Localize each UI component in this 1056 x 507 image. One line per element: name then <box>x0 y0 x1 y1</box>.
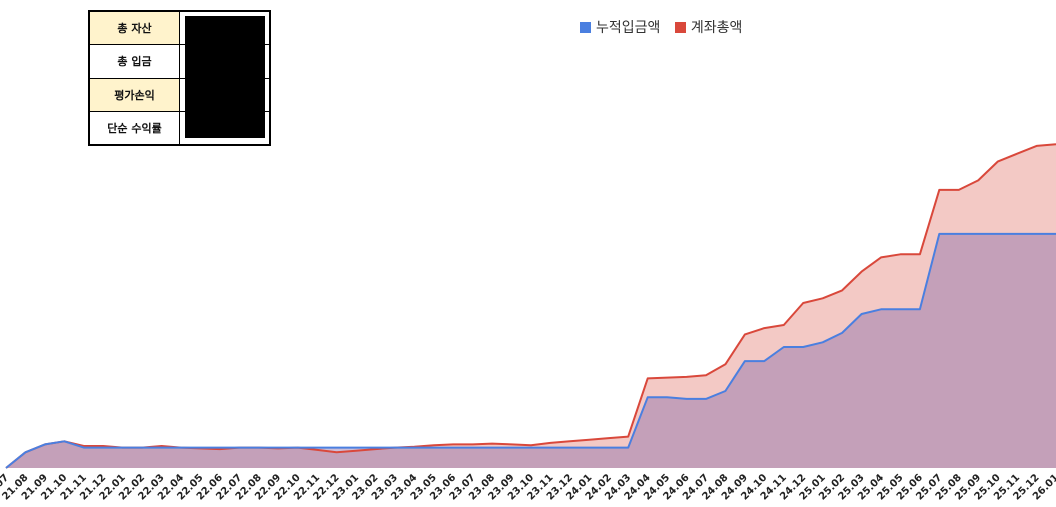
line-deposit <box>5 232 1056 469</box>
chart-legend: 누적입금액 계좌총액 <box>580 17 752 37</box>
summary-label-unrealized-pnl: 평가손익 <box>89 77 180 112</box>
legend-label-deposit: 누적입금액 <box>596 20 661 36</box>
summary-label-total-assets: 총 자산 <box>89 10 180 46</box>
area-account-total <box>6 144 1056 469</box>
summary-label-simple-return: 단순 수익률 <box>89 110 180 146</box>
legend-item-account-total: 계좌총액 <box>674 20 743 36</box>
area-deposit <box>6 233 1056 468</box>
summary-label-total-deposit: 총 입금 <box>89 44 180 79</box>
legend-swatch-deposit <box>580 22 591 33</box>
legend-item-deposit: 누적입금액 <box>580 20 665 36</box>
redaction-block <box>185 16 265 138</box>
legend-label-account-total: 계좌총액 <box>690 20 743 36</box>
legend-swatch-account-total <box>674 22 686 33</box>
